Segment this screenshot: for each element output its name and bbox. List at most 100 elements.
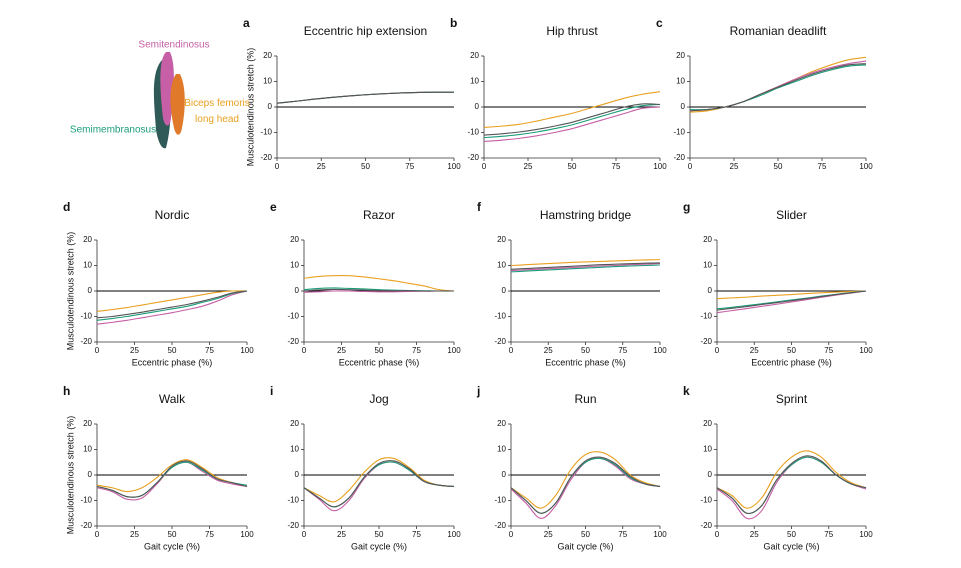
- x-axis-label: Eccentric phase (%): [545, 357, 626, 367]
- y-tick-label: -20: [494, 337, 506, 346]
- y-tick-label: 10: [703, 445, 712, 454]
- panel-title: Hamstring bridge: [540, 208, 632, 222]
- y-tick-label: 0: [708, 470, 713, 479]
- y-tick-label: -20: [700, 337, 712, 346]
- y-tick-label: -10: [494, 312, 506, 321]
- series-line: [716, 455, 867, 515]
- x-tick-label: 50: [787, 530, 796, 539]
- x-tick-label: 100: [447, 162, 461, 171]
- series-line: [483, 103, 661, 139]
- x-tick-label: 50: [375, 530, 384, 539]
- x-tick-label: 50: [375, 346, 384, 355]
- y-tick-label: -10: [287, 496, 299, 505]
- series-line: [716, 290, 867, 300]
- x-tick-label: 75: [618, 346, 627, 355]
- series-line: [510, 264, 661, 273]
- x-tick-label: 50: [581, 530, 590, 539]
- x-tick-label: 0: [509, 530, 514, 539]
- x-tick-label: 100: [859, 346, 873, 355]
- y-tick-label: -20: [494, 521, 506, 530]
- x-tick-label: 25: [130, 530, 139, 539]
- series-line: [689, 63, 867, 112]
- y-tick-label: 10: [470, 77, 479, 86]
- x-axis-label: Eccentric phase (%): [132, 357, 213, 367]
- y-tick-label: 20: [83, 419, 92, 428]
- y-tick-label: -10: [467, 128, 479, 137]
- x-tick-label: 0: [302, 530, 307, 539]
- y-tick-label: -20: [80, 337, 92, 346]
- series-line: [96, 290, 248, 325]
- y-tick-label: 20: [290, 419, 299, 428]
- semitendinosus-shape: [160, 52, 174, 126]
- x-tick-label: 25: [544, 346, 553, 355]
- y-tick-label: -10: [494, 496, 506, 505]
- x-tick-label: 75: [824, 530, 833, 539]
- x-axis-label: Eccentric phase (%): [751, 357, 832, 367]
- legend-label: Semimembranosus: [70, 125, 156, 136]
- legend-label: Biceps femoris long head: [184, 98, 250, 125]
- x-tick-label: 50: [168, 530, 177, 539]
- panel-title: Walk: [159, 392, 186, 406]
- x-tick-label: 50: [168, 346, 177, 355]
- series-line: [96, 460, 248, 498]
- series-line: [510, 259, 661, 267]
- panel-letter: d: [63, 200, 70, 214]
- series-line: [716, 456, 867, 515]
- y-tick-label: -10: [80, 312, 92, 321]
- x-tick-label: 75: [818, 162, 827, 171]
- y-tick-label: -10: [260, 128, 272, 137]
- panel-title: Jog: [369, 392, 388, 406]
- y-tick-label: 20: [470, 51, 479, 60]
- series-line: [96, 461, 248, 498]
- panel-letter: j: [476, 384, 480, 398]
- y-tick-label: -20: [700, 521, 712, 530]
- panel-letter: c: [656, 16, 663, 30]
- series-line: [96, 459, 248, 493]
- panel-letter: a: [243, 16, 250, 30]
- y-tick-label: 0: [88, 286, 93, 295]
- y-tick-label: 0: [88, 470, 93, 479]
- y-tick-label: 20: [83, 235, 92, 244]
- y-tick-label: 20: [676, 51, 685, 60]
- panel-title: Eccentric hip extension: [304, 24, 427, 38]
- series-line: [716, 290, 867, 311]
- x-tick-label: 50: [581, 346, 590, 355]
- y-tick-label: -20: [80, 521, 92, 530]
- x-tick-label: 0: [275, 162, 280, 171]
- y-tick-label: -10: [700, 312, 712, 321]
- x-tick-label: 25: [524, 162, 533, 171]
- panel-title: Hip thrust: [546, 24, 598, 38]
- x-tick-label: 100: [859, 530, 873, 539]
- series-line: [303, 288, 454, 292]
- x-tick-label: 50: [361, 162, 370, 171]
- series-line: [483, 106, 661, 142]
- y-tick-label: 0: [268, 102, 273, 111]
- y-tick-label: 20: [497, 419, 506, 428]
- x-tick-label: 25: [750, 530, 759, 539]
- series-line: [689, 60, 867, 112]
- y-tick-label: 0: [502, 286, 507, 295]
- x-tick-label: 0: [688, 162, 693, 171]
- panel-title: Razor: [363, 208, 395, 222]
- series-line: [276, 91, 455, 104]
- x-tick-label: 100: [240, 346, 254, 355]
- y-tick-label: 10: [703, 261, 712, 270]
- x-tick-label: 75: [412, 530, 421, 539]
- x-tick-label: 0: [715, 530, 720, 539]
- panel-title: Romanian deadlift: [730, 24, 827, 38]
- y-tick-label: -20: [287, 337, 299, 346]
- biceps-shape: [170, 74, 185, 135]
- panel-letter: f: [477, 200, 482, 214]
- panel-title: Run: [574, 392, 596, 406]
- x-tick-label: 0: [95, 530, 100, 539]
- panel-letter: h: [63, 384, 70, 398]
- y-tick-label: 10: [83, 261, 92, 270]
- y-tick-label: 10: [497, 261, 506, 270]
- y-axis-label: Musculotendinous stretch (%): [65, 416, 75, 535]
- series-line: [510, 262, 661, 272]
- panel-letter: b: [450, 16, 457, 30]
- x-tick-label: 100: [447, 530, 461, 539]
- x-tick-label: 0: [302, 346, 307, 355]
- series-line: [483, 91, 661, 128]
